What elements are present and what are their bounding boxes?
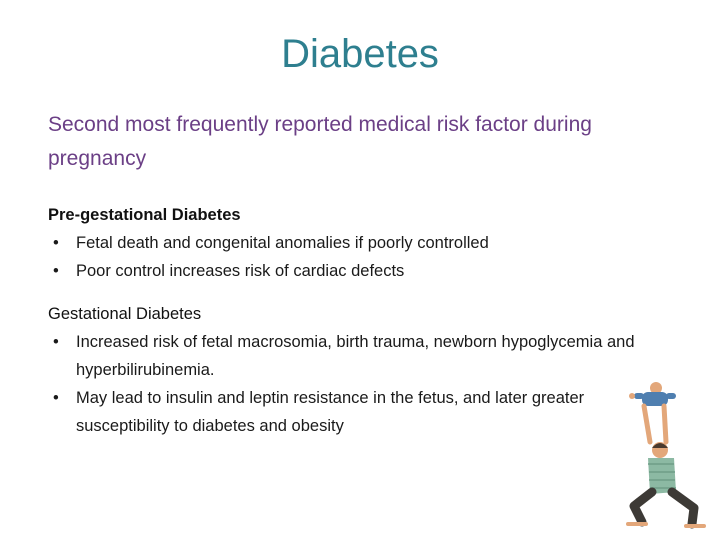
bullet-text: Fetal death and congenital anomalies if …: [76, 234, 489, 252]
bullet-list: • Increased risk of fetal macrosomia, bi…: [48, 328, 688, 440]
bullet-text: Poor control increases risk of cardiac d…: [76, 262, 405, 280]
section-heading: Pre-gestational Diabetes: [48, 206, 241, 224]
section-gestational: Gestational Diabetes • Increased risk of…: [48, 300, 688, 440]
parent-shirt: [648, 458, 676, 494]
slide-title: Diabetes: [281, 32, 439, 76]
bullet-icon: •: [53, 333, 59, 351]
list-item: • Fetal death and congenital anomalies i…: [48, 229, 688, 257]
bullet-text: Increased risk of fetal macrosomia, birt…: [76, 333, 635, 379]
parent-lifting-baby-icon: [626, 382, 706, 529]
section-pregestational: Pre-gestational Diabetes • Fetal death a…: [48, 201, 688, 285]
list-item: • Increased risk of fetal macrosomia, bi…: [48, 328, 668, 384]
parent-arms: [641, 403, 669, 445]
bullet-icon: •: [53, 234, 59, 252]
bullet-text: May lead to insulin and leptin resistanc…: [76, 389, 585, 435]
bullet-list: • Fetal death and congenital anomalies i…: [48, 229, 688, 285]
list-item: • May lead to insulin and leptin resista…: [48, 384, 651, 440]
bullet-icon: •: [53, 262, 59, 280]
bullet-icon: •: [53, 389, 59, 407]
baby-figure: [629, 382, 676, 406]
list-item: • Poor control increases risk of cardiac…: [48, 257, 688, 285]
section-heading: Gestational Diabetes: [48, 305, 202, 323]
parent-legs: [626, 487, 706, 529]
slide-subtitle: Second most frequently reported medical …: [48, 113, 592, 170]
